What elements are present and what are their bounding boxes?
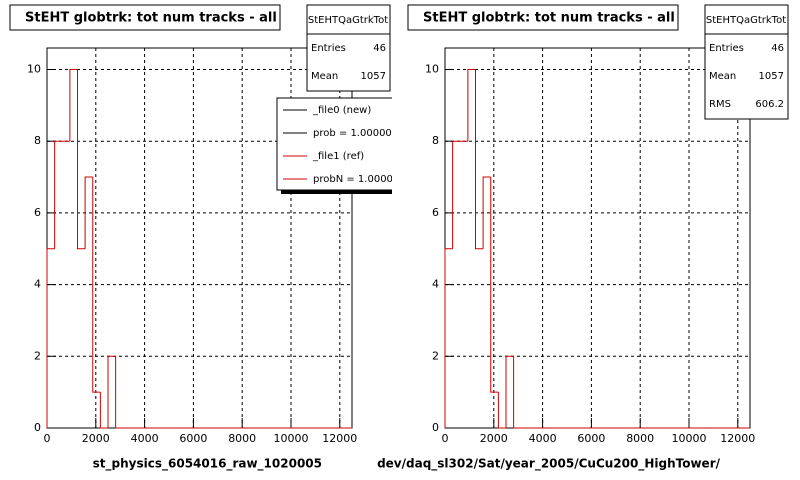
histogram-bin — [475, 69, 484, 250]
plot-frame — [444, 47, 751, 429]
histogram-bin — [505, 355, 514, 428]
histogram-bin — [84, 176, 93, 249]
x-tick-label: 0 — [442, 432, 449, 445]
title-box — [407, 4, 679, 31]
stats-value: 1057 — [759, 71, 784, 82]
y-tick-label: 8 — [34, 134, 41, 147]
stats-name: StEHTQaGtrkTot — [706, 15, 786, 26]
histogram-bin — [490, 177, 499, 393]
y-tick-label: 0 — [34, 421, 41, 434]
x-axis-label: st_physics_6054016_raw_1020005 — [93, 457, 322, 472]
x-tick-label: 4000 — [131, 432, 159, 445]
histogram-bin — [54, 140, 63, 249]
stats-label: Entries — [709, 43, 744, 54]
y-tick-label: 10 — [425, 63, 439, 76]
y-tick-label: 0 — [432, 421, 439, 434]
stats-label: RMS — [709, 99, 731, 110]
y-tick-label: 2 — [34, 349, 41, 362]
histogram-bin — [497, 392, 506, 429]
x-tick-label: 8000 — [228, 432, 256, 445]
panel: 0 2000 4000 6000 8000 10000 120000246810st_phy… — [9, 4, 399, 472]
stats-label: Mean — [311, 71, 338, 82]
x-tick-label: 6000 — [577, 432, 605, 445]
y-tick-label: 8 — [432, 134, 439, 147]
stats-box — [306, 4, 391, 92]
x-axis-label: dev/daq_sl302/Sat/year_2005/CuCu200_High… — [377, 457, 721, 472]
histogram-bin — [513, 356, 522, 429]
y-tick-label: 4 — [34, 278, 41, 291]
stats-value: 1057 — [361, 71, 386, 82]
histogram-bin — [99, 392, 108, 429]
stats-value: 606.2 — [755, 99, 784, 110]
x-tick-label: 2000 — [82, 432, 110, 445]
panel: 0 2000 4000 6000 8000 10000 120000246810dev/da… — [377, 4, 789, 472]
x-tick-label: 8000 — [626, 432, 654, 445]
histogram-bin — [467, 69, 476, 142]
chart-title: StEHT globtrk: tot num tracks - all — [25, 11, 277, 26]
x-tick-label: 12000 — [720, 432, 755, 445]
histogram-bin — [46, 248, 55, 428]
y-tick-label: 6 — [34, 206, 41, 219]
x-tick-label: 6000 — [179, 432, 207, 445]
histogram-bin — [69, 69, 78, 142]
y-tick-label: 6 — [432, 206, 439, 219]
x-tick-label: 10000 — [274, 432, 309, 445]
stats-name: StEHTQaGtrkTot — [308, 15, 388, 26]
histogram-bin — [452, 140, 461, 249]
x-tick-label: 12000 — [322, 432, 357, 445]
stats-label: Mean — [709, 71, 736, 82]
stats-value: 46 — [373, 43, 386, 54]
y-tick-label: 4 — [432, 278, 439, 291]
legend-label: _file0 (new) — [312, 105, 371, 116]
legend-box — [276, 97, 392, 191]
y-tick-label: 2 — [432, 349, 439, 362]
x-tick-label: 4000 — [529, 432, 557, 445]
stats-value: 46 — [771, 43, 784, 54]
x-tick-label: 10000 — [672, 432, 707, 445]
histogram-bin — [107, 355, 116, 428]
stats-box — [704, 4, 789, 120]
legend-label: _file1 (ref) — [312, 151, 364, 162]
histogram-bin — [77, 69, 86, 250]
legend-label: probN = 1.00000 — [313, 174, 399, 185]
legend-label: prob = 1.000000 — [313, 128, 398, 139]
histogram-bin — [482, 176, 491, 249]
x-tick-label: 2000 — [480, 432, 508, 445]
stats-label: Entries — [311, 43, 346, 54]
histogram-bin — [115, 356, 124, 429]
histogram-bin — [92, 177, 101, 393]
chart-title: StEHT globtrk: tot num tracks - all — [423, 11, 675, 26]
title-box — [9, 4, 281, 31]
y-tick-label: 10 — [27, 63, 41, 76]
histogram-bin — [444, 248, 453, 428]
x-tick-label: 0 — [44, 432, 51, 445]
